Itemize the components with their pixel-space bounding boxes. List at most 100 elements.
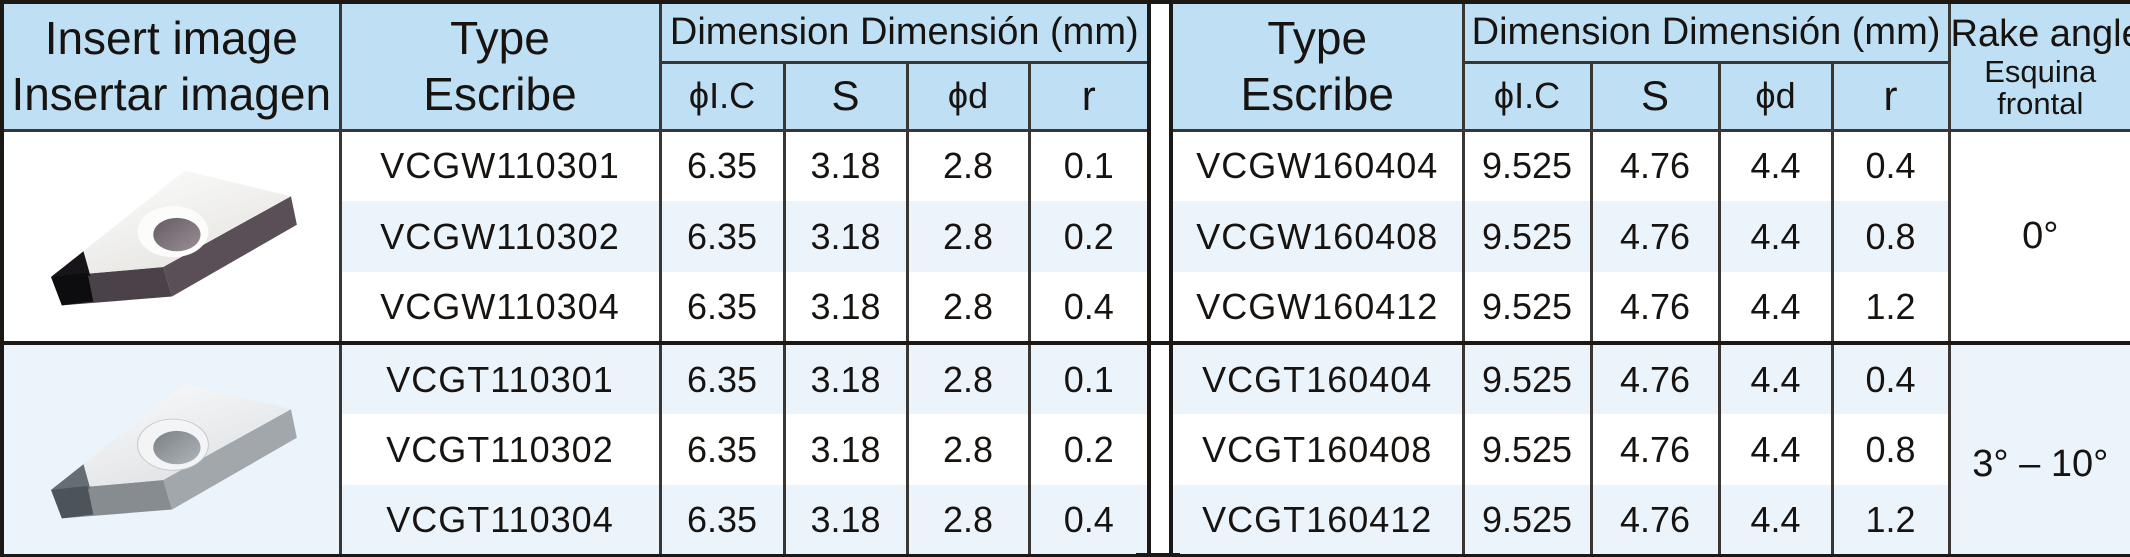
r-cell: 0.4 [1830, 341, 1951, 414]
table-row: VCGT110302 6.35 3.18 2.8 0.2 [2, 414, 1151, 485]
dimension-header-left: Dimension Dimensión (mm) [658, 2, 1151, 64]
s-cell: 4.76 [1589, 201, 1721, 272]
r-cell: 0.8 [1830, 414, 1951, 485]
table-row: VCGW160412 9.525 4.76 4.4 1.2 [1169, 272, 2130, 343]
table-row: VCGT110304 6.35 3.18 2.8 0.4 [2, 485, 1151, 556]
table-row: VCGT110301 6.35 3.18 2.8 0.1 [0, 341, 1151, 556]
type-cell: VCGT110301 [338, 341, 662, 414]
d-cell: 4.4 [1717, 414, 1834, 485]
r-cell: 1.2 [1830, 485, 1951, 556]
type-cell: VCGW110301 [338, 130, 662, 201]
ic-cell: 9.525 [1461, 272, 1593, 343]
insert-photo-vcgt [0, 341, 342, 556]
type-cell: VCGW160408 [1169, 201, 1465, 272]
col-header-ic-right: ϕI.C [1461, 62, 1593, 132]
table-row: VCGW110301 6.35 3.18 2.8 0.1 [0, 130, 1151, 343]
d-cell: 2.8 [905, 201, 1031, 272]
type-cell: VCGW160404 [1169, 130, 1465, 201]
divider [1136, 0, 1180, 4]
ic-cell: 6.35 [658, 272, 786, 343]
type-header-left-en: Type [450, 12, 550, 65]
s-cell: 4.76 [1589, 272, 1721, 343]
d-cell: 4.4 [1717, 272, 1834, 343]
ic-cell: 6.35 [658, 341, 786, 414]
dimension-header-right: Dimension Dimensión (mm) [1461, 2, 1951, 64]
type-cell: VCGT160408 [1169, 414, 1465, 485]
rake-angle-header-es2: frontal [1997, 86, 2084, 122]
type-header-left-es: Escribe [423, 68, 577, 121]
ic-cell: 9.525 [1461, 414, 1593, 485]
s-cell: 3.18 [782, 414, 909, 485]
r-cell: 0.2 [1027, 414, 1151, 485]
table-row: VCGW110302 6.35 3.18 2.8 0.2 [2, 201, 1151, 272]
r-cell: 0.4 [1027, 485, 1151, 556]
rake-angle-value: 3° – 10° [1947, 341, 2130, 556]
table-row: VCGT160408 9.525 4.76 4.4 0.8 [1169, 414, 2130, 485]
insert-image-header-es: Insertar imagen [11, 68, 332, 121]
type-cell: VCGT160404 [1169, 341, 1465, 414]
rake-angle-header-en: Rake angle [1950, 12, 2130, 55]
s-cell: 4.76 [1589, 485, 1721, 556]
r-cell: 0.4 [1830, 130, 1951, 201]
d-cell: 4.4 [1717, 130, 1834, 201]
s-cell: 4.76 [1589, 130, 1721, 201]
ic-cell: 6.35 [658, 201, 786, 272]
col-header-d-right: ϕd [1717, 62, 1834, 132]
s-cell: 3.18 [782, 272, 909, 343]
ic-cell: 9.525 [1461, 130, 1593, 201]
s-cell: 3.18 [782, 130, 909, 201]
col-header-s-right: S [1589, 62, 1721, 132]
s-cell: 3.18 [782, 485, 909, 556]
rake-angle-header: Rake angle Esquina frontal [1947, 2, 2130, 132]
d-cell: 2.8 [905, 414, 1031, 485]
col-header-r-right: r [1830, 62, 1951, 132]
divider [1136, 341, 1180, 345]
ic-cell: 6.35 [658, 130, 786, 201]
d-cell: 4.4 [1717, 485, 1834, 556]
ic-cell: 6.35 [658, 414, 786, 485]
ic-cell: 6.35 [658, 485, 786, 556]
table-row: VCGW110304 6.35 3.18 2.8 0.4 [2, 272, 1151, 343]
ic-cell: 9.525 [1461, 201, 1593, 272]
type-header-right-en: Type [1267, 12, 1368, 65]
type-cell: VCGW110304 [338, 272, 662, 343]
type-header-left: Type Escribe [338, 2, 662, 132]
table-row: VCGW160408 9.525 4.76 4.4 0.8 [1169, 201, 2130, 272]
s-cell: 4.76 [1589, 341, 1721, 414]
ic-cell: 9.525 [1461, 485, 1593, 556]
d-cell: 2.8 [905, 130, 1031, 201]
r-cell: 0.8 [1830, 201, 1951, 272]
ic-cell: 9.525 [1461, 341, 1593, 414]
type-cell: VCGW110302 [338, 201, 662, 272]
r-cell: 0.1 [1027, 130, 1151, 201]
col-header-s-left: S [782, 62, 909, 132]
table-row: VCGT160412 9.525 4.76 4.4 1.2 [1169, 485, 2130, 556]
left-spec-table: Insert image Insertar imagen Type Escrib… [0, 0, 1152, 557]
right-spec-table: Type Escribe Dimension Dimensión (mm) Ra… [1169, 0, 2130, 557]
insert-image-header: Insert image Insertar imagen [0, 2, 342, 132]
col-header-ic-left: ϕI.C [658, 62, 786, 132]
r-cell: 0.2 [1027, 201, 1151, 272]
insert-photo-vcgw [0, 130, 342, 343]
type-cell: VCGT110302 [338, 414, 662, 485]
type-header-right-es: Escribe [1240, 68, 1394, 121]
col-header-d-left: ϕd [905, 62, 1031, 132]
col-header-r-left: r [1027, 62, 1151, 132]
rake-angle-value: 0° [1947, 130, 2130, 343]
s-cell: 3.18 [782, 341, 909, 414]
vcgt-insert-illustration [51, 383, 298, 519]
d-cell: 4.4 [1717, 201, 1834, 272]
r-cell: 0.4 [1027, 272, 1151, 343]
d-cell: 2.8 [905, 341, 1031, 414]
type-cell: VCGT160412 [1169, 485, 1465, 556]
table-row: VCGW160404 9.525 4.76 4.4 0.4 0° [1169, 130, 2130, 343]
s-cell: 3.18 [782, 201, 909, 272]
divider [1136, 553, 1180, 557]
r-cell: 0.1 [1027, 341, 1151, 414]
d-cell: 4.4 [1717, 341, 1834, 414]
table-row: VCGT160404 9.525 4.76 4.4 0.4 3° – 10° [1169, 341, 2130, 556]
vcgw-insert-illustration [51, 170, 298, 306]
rake-angle-header-es1: Esquina [1984, 54, 2097, 90]
s-cell: 4.76 [1589, 414, 1721, 485]
